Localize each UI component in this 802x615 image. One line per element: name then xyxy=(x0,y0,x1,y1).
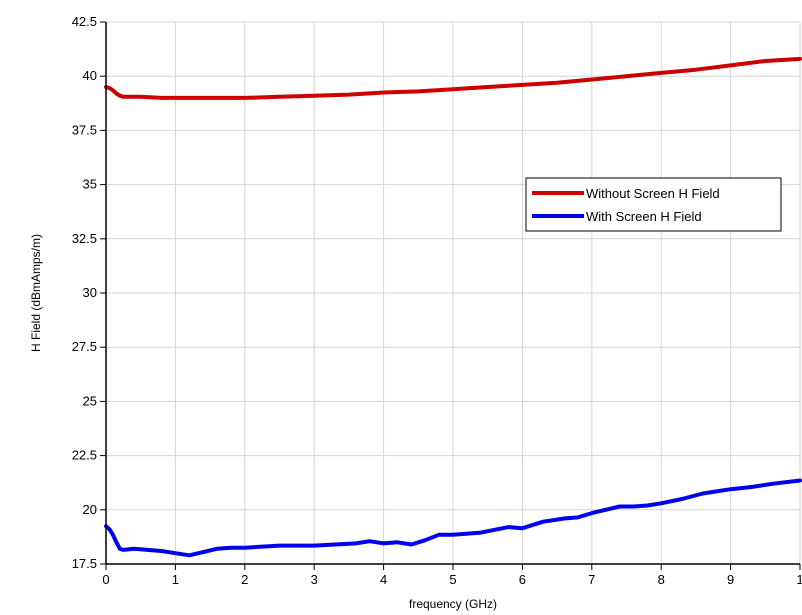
y-tick-label: 25 xyxy=(83,393,97,408)
series-line-with-screen xyxy=(104,478,802,558)
y-axis-ticks: 17.5 20 22.5 25 27.5 30 32.5 35 37.5 40 42.5 xyxy=(72,14,106,571)
x-axis-title: frequency (GHz) xyxy=(409,597,497,611)
x-tick-label: 5 xyxy=(449,572,456,587)
x-tick-label: 1 xyxy=(172,572,179,587)
grid-lines xyxy=(105,21,801,565)
series-line-without-screen xyxy=(104,56,802,100)
y-tick-label: 40 xyxy=(83,68,97,83)
y-tick-label: 22.5 xyxy=(72,448,97,463)
y-axis-title: H Field (dBmAmps/m) xyxy=(29,234,43,352)
x-tick-label: 3 xyxy=(311,572,318,587)
x-tick-label: 6 xyxy=(519,572,526,587)
y-tick-label: 30 xyxy=(83,285,97,300)
x-axis-ticks: 0 1 2 3 4 5 6 7 8 9 1 xyxy=(102,564,802,587)
y-tick-label: 35 xyxy=(83,177,97,192)
legend-label: With Screen H Field xyxy=(586,209,702,224)
series-lines xyxy=(104,56,802,558)
x-tick-label: 9 xyxy=(727,572,734,587)
legend-box xyxy=(525,177,782,232)
y-tick-label: 17.5 xyxy=(72,556,97,571)
x-tick-label: 7 xyxy=(588,572,595,587)
x-tick-label: 1 xyxy=(796,572,802,587)
legend: Without Screen H Field With Screen H Fiel… xyxy=(525,177,782,232)
y-tick-label: 42.5 xyxy=(72,14,97,29)
y-tick-label: 27.5 xyxy=(72,339,97,354)
x-tick-label: 8 xyxy=(658,572,665,587)
y-tick-label: 32.5 xyxy=(72,231,97,246)
y-tick-label: 37.5 xyxy=(72,122,97,137)
legend-label: Without Screen H Field xyxy=(586,186,720,201)
x-tick-label: 0 xyxy=(102,572,109,587)
y-tick-label: 20 xyxy=(83,502,97,517)
x-tick-label: 2 xyxy=(241,572,248,587)
x-tick-label: 4 xyxy=(380,572,387,587)
